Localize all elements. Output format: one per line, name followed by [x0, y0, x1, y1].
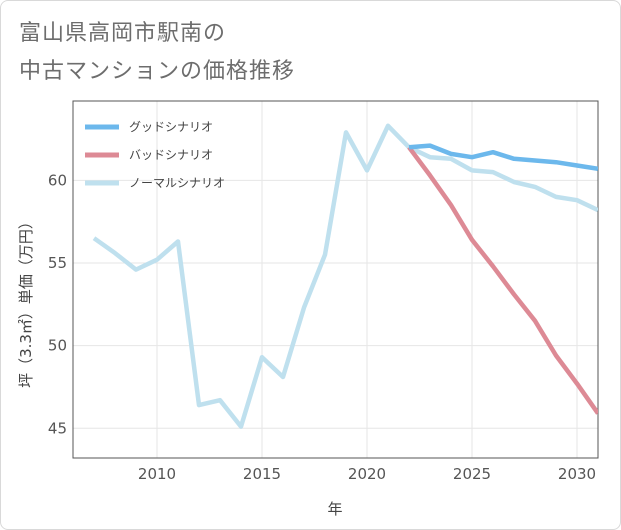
series-line-1 — [407, 145, 598, 415]
plot-area-border — [72, 100, 599, 459]
chart-title-line2: 中古マンションの価格推移 — [19, 59, 296, 84]
legend-label: ノーマルシナリオ — [129, 176, 225, 190]
x-axis-title: 年 — [327, 500, 342, 518]
y-tick-label: 55 — [48, 254, 67, 272]
x-tick-label: 2025 — [453, 465, 491, 483]
series-line-0 — [408, 143, 598, 172]
series-line-2 — [92, 123, 598, 429]
y-tick-label: 60 — [48, 171, 67, 189]
x-tick-label: 2020 — [348, 465, 386, 483]
chart-title: 富山県高岡市駅南の 中古マンションの価格推移 — [19, 15, 295, 91]
x-tick-label: 2010 — [138, 465, 176, 483]
series-lines — [92, 123, 598, 429]
x-tick-label: 2030 — [558, 465, 596, 483]
y-axis-title: 坪（3.3㎡）単価（万円） — [17, 214, 35, 388]
x-tick-label: 2015 — [243, 465, 281, 483]
y-tick-label: 50 — [48, 337, 67, 355]
legend-label: バッドシナリオ — [129, 148, 213, 162]
legend-label: グッドシナリオ — [129, 120, 213, 134]
y-tick-label: 45 — [48, 419, 67, 437]
axis-ticks: 2010 2015 2020 2025 2030 45 50 55 60 — [48, 171, 596, 483]
chart-title-line1: 富山県高岡市駅南の — [19, 21, 227, 46]
